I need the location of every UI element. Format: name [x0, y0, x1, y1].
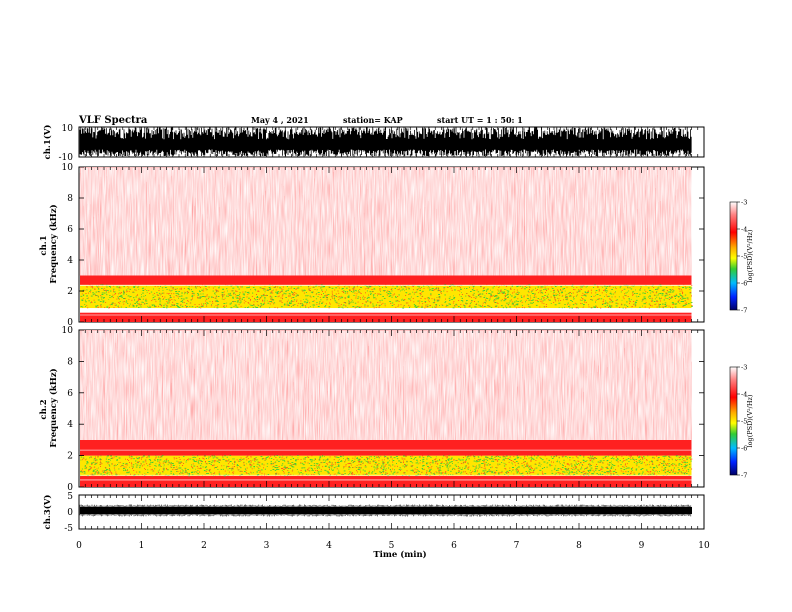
- x-tick-label: 3: [264, 541, 270, 551]
- spec1-noise: [80, 168, 692, 276]
- spec1-band-2: [80, 275, 692, 285]
- ch3-ytick-5: 5: [67, 492, 73, 502]
- ch1-ylabel-line1: ch.1: [39, 235, 49, 255]
- ch1-waveform-trace: [79, 127, 692, 156]
- spec2-ytick-label: 2: [67, 452, 73, 462]
- ch2-colorbar: [729, 366, 738, 476]
- colorbar-tick-label: -7: [741, 307, 747, 315]
- ch3-ytick-0: 0: [67, 508, 73, 518]
- ch3-ytick-neg5: -5: [64, 524, 73, 534]
- spec2-ytick-label: 8: [67, 357, 73, 367]
- spec2-red-speckle: [81, 455, 693, 477]
- spec1-ytick-label: 4: [67, 256, 73, 266]
- spec2-ytick-label: 6: [67, 389, 73, 399]
- colorbar-tick-label: -7: [741, 472, 747, 480]
- ch2-ylabel-line1: ch.2: [39, 399, 49, 419]
- colorbar-tick-label: -3: [741, 199, 747, 207]
- colorbar-tick-label: -5: [741, 418, 747, 426]
- start-time-label: start UT = 1 : 50: 1: [437, 115, 523, 125]
- spec2-band-2: [80, 439, 692, 456]
- spec1-ytick-label: 8: [67, 194, 73, 204]
- ch2-colorbar-label: log(PSD)(V²/Hz): [746, 394, 754, 447]
- x-tick-label: 2: [201, 541, 207, 551]
- ch2-spectrogram-image: [80, 330, 693, 487]
- ch1-colorbar: [729, 201, 738, 311]
- spec1-ytick-label: 0: [67, 318, 73, 328]
- date-label: May 4 , 2021: [251, 115, 309, 125]
- spec2-ytick-label: 10: [62, 326, 74, 336]
- ch1-colorbar-label: log(PSD)(V²/Hz): [746, 229, 754, 282]
- x-tick-label: 8: [576, 541, 582, 551]
- x-tick-label: 5: [389, 541, 395, 551]
- ch1-waveform-line: [79, 127, 692, 156]
- x-tick-label: 10: [698, 541, 710, 551]
- x-tick-label: 4: [326, 541, 332, 551]
- colorbar-tick-label: -3: [741, 364, 747, 372]
- ch3-waveform-ylabel: ch.3(V): [42, 495, 53, 530]
- x-axis-label: Time (min): [373, 549, 426, 560]
- x-tick-label: 1: [139, 541, 145, 551]
- spec1-ytick-label: 10: [62, 163, 74, 173]
- ch2-ylabel-line2: Frequency (kHz): [48, 368, 59, 447]
- ch1-ytick-bottom: -10: [59, 153, 74, 163]
- spec1-band-0: [80, 312, 692, 322]
- ch1-spectrogram-image: [79, 167, 693, 322]
- ch3-waveform-line: [79, 504, 692, 517]
- figure-title: VLF Spectra: [78, 115, 148, 126]
- spec2-ytick-label: 4: [67, 420, 73, 430]
- ch1-colorbar-ticks: -3 -4 -5 -6 -7: [737, 199, 747, 315]
- spec2-band-0: [80, 476, 692, 487]
- colorbar-tick-label: -4: [741, 226, 747, 234]
- colorbar-tick-label: -6: [741, 445, 747, 453]
- ch1-ylabel-line2: Frequency (kHz): [48, 204, 59, 283]
- spec2-noise: [80, 331, 692, 440]
- x-tick-label: 6: [451, 541, 457, 551]
- x-tick-label: 9: [639, 541, 645, 551]
- spec2-band-1: [80, 455, 692, 477]
- colorbar-tick-label: -4: [741, 391, 747, 399]
- ch1-spectrogram-ylabel: ch.1 Frequency (kHz): [39, 204, 59, 283]
- station-label: station= KAP: [343, 115, 403, 125]
- ch2-spectrogram-ylabel: ch.2 Frequency (kHz): [39, 368, 59, 447]
- colorbar-tick-label: -6: [741, 280, 747, 288]
- spec2-ytick-label: 0: [67, 483, 73, 493]
- ch1-ytick-top: 10: [62, 124, 74, 134]
- spec1-red-speckle: [81, 284, 693, 309]
- spec1-ytick-label: 6: [67, 225, 73, 235]
- time-axis-ticks: [78, 127, 705, 529]
- ch2-colorbar-ticks: -3 -4 -5 -6 -7: [737, 364, 747, 480]
- ch1-waveform-ylabel: ch.1(V): [42, 125, 53, 160]
- colorbar-tick-label: -5: [741, 253, 747, 261]
- x-tick-label: 7: [514, 541, 520, 551]
- spec1-ytick-label: 2: [67, 287, 73, 297]
- x-tick-label: 0: [76, 541, 82, 551]
